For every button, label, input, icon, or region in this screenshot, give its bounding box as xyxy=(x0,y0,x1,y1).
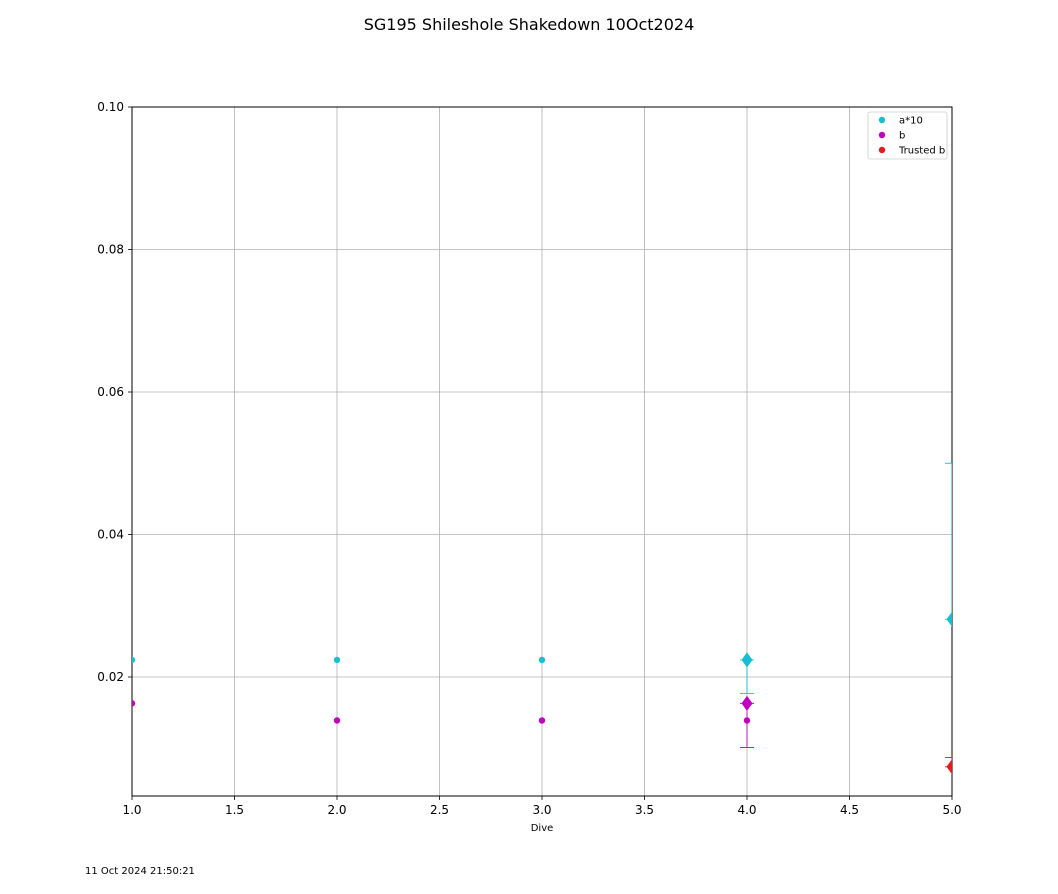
legend-marker xyxy=(878,131,886,139)
gridlines xyxy=(131,106,953,796)
legend-label: a*10 xyxy=(899,116,923,127)
y-tick-label: 0.10 xyxy=(97,100,124,114)
x-tick-label: 1.0 xyxy=(122,803,141,817)
x-tick-label: 3.0 xyxy=(532,803,551,817)
y-tick-label: 0.06 xyxy=(97,385,124,399)
data-point xyxy=(333,656,341,664)
timestamp: 11 Oct 2024 21:50:21 xyxy=(85,866,195,877)
x-tick-label: 2.5 xyxy=(430,803,449,817)
x-axis-label: Dive xyxy=(531,823,554,834)
x-tick-label: 4.0 xyxy=(737,803,756,817)
data-point xyxy=(538,717,546,724)
legend-label: b xyxy=(899,131,905,142)
y-tick-label: 0.04 xyxy=(97,528,124,542)
summary-marker xyxy=(741,652,753,668)
legend-marker xyxy=(878,116,886,124)
summary-marker xyxy=(946,759,952,775)
summary-marker xyxy=(741,695,753,711)
y-tick-label: 0.02 xyxy=(97,670,124,684)
legend-label: Trusted b xyxy=(898,146,945,157)
x-tick-label: 5.0 xyxy=(942,803,961,817)
plot-frame xyxy=(131,106,953,797)
x-tick-label: 2.0 xyxy=(327,803,346,817)
x-tick-label: 3.5 xyxy=(635,803,654,817)
chart-title: SG195 Shileshole Shakedown 10Oct2024 xyxy=(363,15,695,34)
data-points xyxy=(132,462,952,775)
y-tick-label: 0.08 xyxy=(97,243,124,257)
data-point xyxy=(333,717,341,724)
axes: 1.0 1.5 2.0 2.5 3.0 3.5 4.0 4.5 5.0 0.02 0.04 0.06 0… xyxy=(97,100,961,834)
x-tick-label: 4.5 xyxy=(840,803,859,817)
data-point xyxy=(132,700,136,707)
legend-box xyxy=(867,111,948,160)
legend: a*10 b Trusted b xyxy=(867,111,948,160)
data-point xyxy=(538,656,546,664)
summary-marker xyxy=(946,611,952,627)
x-tick-label: 1.5 xyxy=(225,803,244,817)
legend-marker xyxy=(878,146,886,154)
data-point xyxy=(132,656,136,664)
